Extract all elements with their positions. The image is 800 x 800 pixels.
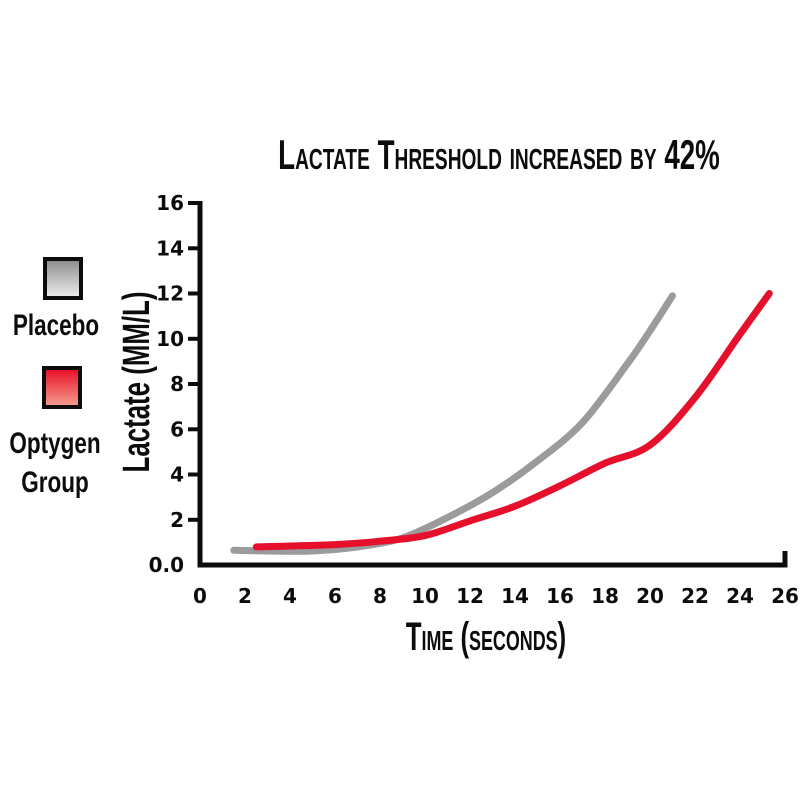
optygen-legend-label-line2: Group [21,466,89,499]
x-axis-label: Time (seconds) [361,617,611,657]
y-tick-label: 12 [156,282,184,306]
placebo-curve [230,292,676,555]
x-tick-label: 2 [238,584,252,608]
x-tick-label: 0 [193,584,207,608]
x-tick-label: 14 [501,584,529,608]
x-tick-label: 4 [283,584,297,608]
y-tick-label: 16 [156,191,184,215]
x-tick-label: 8 [373,584,387,608]
optygen-legend-label-line1: Optygen [9,427,101,460]
optygen-group-curve [252,290,773,551]
placebo-legend-swatch [43,257,83,300]
x-tick-label: 20 [636,584,664,608]
x-tick-label: 18 [591,584,619,608]
x-tick-label: 22 [681,584,709,608]
placebo-legend-label-text: Placebo [12,309,100,342]
optygen-legend-label: Optygen Group [0,424,116,502]
optygen-legend-swatch [42,366,82,409]
x-tick-label: 6 [328,584,342,608]
y-tick-label: 10 [156,327,184,351]
x-tick-label: 10 [411,584,439,608]
x-tick-label: 26 [771,584,799,608]
x-axis-label-text: Time (seconds) [405,615,567,659]
x-tick-label: 16 [546,584,574,608]
y-tick-label: 0.0 [149,553,184,577]
chart-title-text: Lactate Threshold increased by 42% [278,131,720,178]
chart-title: Lactate Threshold increased by 42% [164,134,800,176]
y-tick-label: 6 [170,417,184,441]
y-tick-label: 14 [156,236,184,260]
y-tick-label: 4 [170,463,184,487]
x-tick-label: 24 [726,584,754,608]
y-tick-label: 8 [170,372,184,396]
placebo-legend-label: Placebo [0,311,114,341]
x-tick-label: 12 [456,584,484,608]
y-tick-label: 2 [170,508,184,532]
